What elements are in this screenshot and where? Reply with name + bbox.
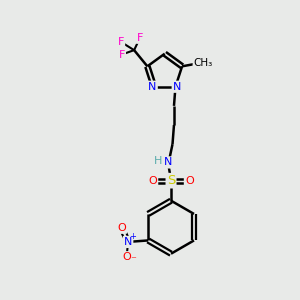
Text: F: F <box>118 37 124 47</box>
Text: N: N <box>148 82 157 92</box>
Text: S: S <box>167 174 175 187</box>
Text: N: N <box>173 82 181 92</box>
Text: O: O <box>148 176 157 186</box>
Text: F: F <box>118 50 125 60</box>
Text: ⁻: ⁻ <box>130 255 136 265</box>
Text: O: O <box>117 223 126 233</box>
Text: N: N <box>164 158 172 167</box>
Text: H: H <box>154 156 163 166</box>
Text: O: O <box>122 252 131 262</box>
Text: N: N <box>124 237 132 247</box>
Text: CH₃: CH₃ <box>194 58 213 68</box>
Text: O: O <box>185 176 194 186</box>
Text: +: + <box>130 232 136 241</box>
Text: F: F <box>137 33 143 43</box>
